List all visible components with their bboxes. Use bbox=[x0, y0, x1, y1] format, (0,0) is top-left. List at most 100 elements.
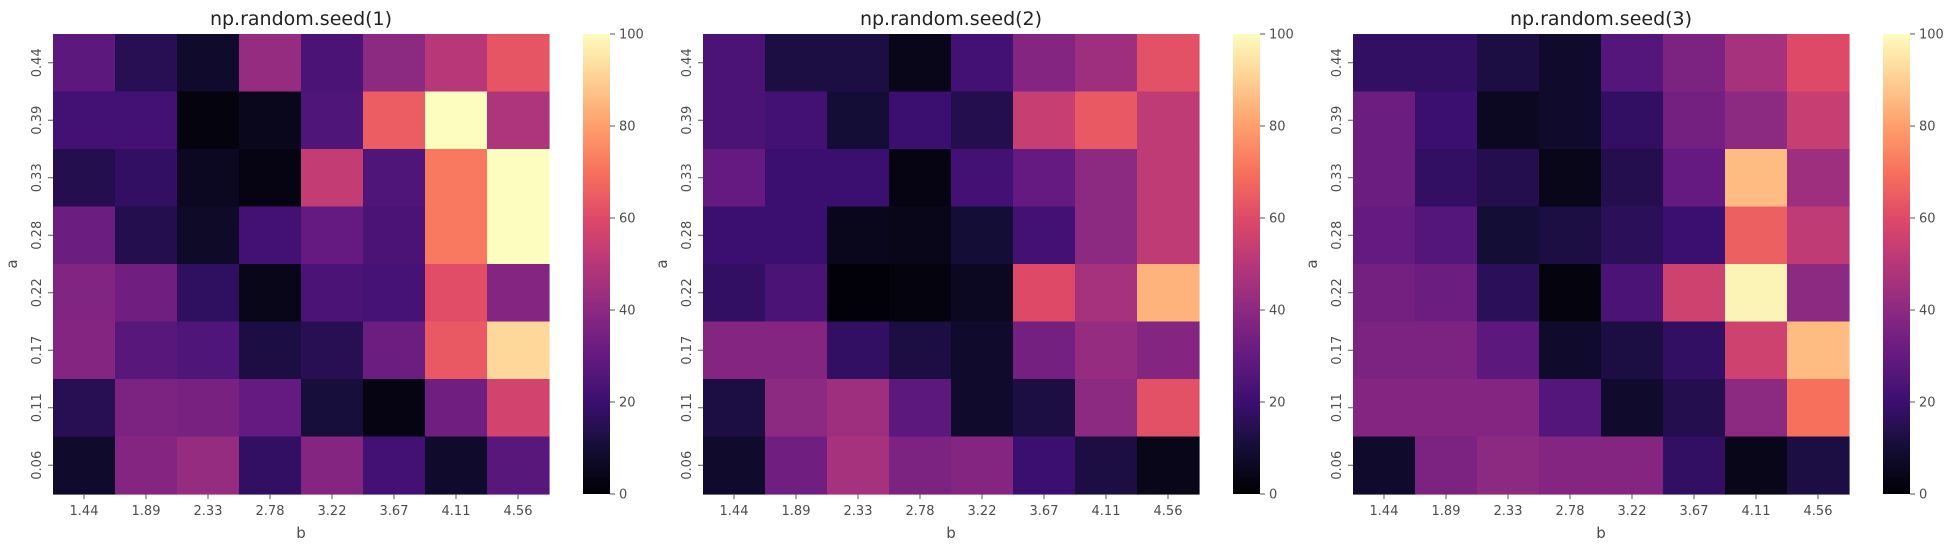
heatmap-cell-p3-r4-c8 bbox=[1787, 206, 1850, 265]
y-tick-label: 0.22 bbox=[30, 278, 45, 307]
y-tick-label: 0.39 bbox=[30, 106, 45, 135]
heatmap-cell-p3-r8-c7 bbox=[1725, 436, 1788, 495]
heatmap-cell-p1-r7-c3 bbox=[177, 379, 240, 438]
heatmap-cell-p3-r4-c2 bbox=[1415, 206, 1478, 265]
x-tick-label: 1.89 bbox=[1432, 504, 1461, 519]
heatmap-cell-p3-r2-c2 bbox=[1415, 91, 1478, 150]
heatmap-cell-p1-r7-c7 bbox=[425, 379, 488, 438]
x-tick-label: 4.11 bbox=[442, 504, 471, 519]
heatmap-cell-p2-r7-c8 bbox=[1137, 379, 1200, 438]
heatmap-cell-p3-r3-c8 bbox=[1787, 149, 1850, 208]
heatmap-cell-p1-r7-c1 bbox=[53, 379, 116, 438]
heatmap-cell-p2-r3-c3 bbox=[827, 149, 890, 208]
heatmap-cell-p1-r1-c5 bbox=[301, 34, 364, 93]
y-tick-label: 0.44 bbox=[30, 48, 45, 77]
y-tick-label: 0.22 bbox=[680, 278, 695, 307]
heatmap-cell-p3-r3-c1 bbox=[1353, 149, 1416, 208]
heatmap-cell-p2-r1-c4 bbox=[889, 34, 952, 93]
heatmap-cell-p2-r3-c4 bbox=[889, 149, 952, 208]
x-tick-label: 4.11 bbox=[1742, 504, 1771, 519]
heatmap-cell-p2-r2-c7 bbox=[1075, 91, 1138, 150]
heatmap-cell-p2-r4-c6 bbox=[1013, 206, 1076, 265]
colorbar-tick-label: 60 bbox=[619, 212, 636, 227]
heatmap-cell-p2-r1-c2 bbox=[765, 34, 828, 93]
heatmap-cell-p2-r1-c8 bbox=[1137, 34, 1200, 93]
heatmap-cell-p3-r7-c1 bbox=[1353, 379, 1416, 438]
colorbar-tick-label: 40 bbox=[1919, 304, 1936, 319]
heatmap-cell-p1-r3-c1 bbox=[53, 149, 116, 208]
heatmap-cell-p1-r7-c4 bbox=[239, 379, 302, 438]
heatmap-cell-p1-r2-c3 bbox=[177, 91, 240, 150]
heatmap-cell-p1-r7-c8 bbox=[487, 379, 550, 438]
heatmap-cell-p2-r6-c6 bbox=[1013, 321, 1076, 380]
heatmap-cell-p2-r1-c6 bbox=[1013, 34, 1076, 93]
heatmap-cell-p3-r5-c1 bbox=[1353, 264, 1416, 323]
x-tick-label: 1.44 bbox=[70, 504, 99, 519]
heatmap-cell-p3-r6-c7 bbox=[1725, 321, 1788, 380]
heatmap-cell-p1-r3-c4 bbox=[239, 149, 302, 208]
x-tick-label: 2.33 bbox=[194, 504, 223, 519]
y-tick-label: 0.11 bbox=[680, 393, 695, 422]
heatmap-cell-p3-r4-c1 bbox=[1353, 206, 1416, 265]
heatmap-cell-p3-r2-c4 bbox=[1539, 91, 1602, 150]
heatmap-cell-p1-r3-c5 bbox=[301, 149, 364, 208]
heatmap-cell-p3-r6-c8 bbox=[1787, 321, 1850, 380]
heatmap-cell-p2-r3-c2 bbox=[765, 149, 828, 208]
colorbar-tick-label: 80 bbox=[1919, 120, 1936, 135]
heatmap-cell-p2-r4-c7 bbox=[1075, 206, 1138, 265]
y-tick-label: 0.44 bbox=[1330, 48, 1345, 77]
heatmap-cell-p1-r1-c8 bbox=[487, 34, 550, 93]
heatmap-cell-p1-r4-c2 bbox=[115, 206, 178, 265]
x-tick-label: 3.22 bbox=[1618, 504, 1647, 519]
heatmap-cell-p2-r8-c5 bbox=[951, 436, 1014, 495]
heatmap-cell-p2-r2-c4 bbox=[889, 91, 952, 150]
y-tick-label: 0.11 bbox=[1330, 393, 1345, 422]
heatmap-cell-p1-r3-c6 bbox=[363, 149, 426, 208]
heatmap-cell-p1-r5-c3 bbox=[177, 264, 240, 323]
y-tick-label: 0.11 bbox=[30, 393, 45, 422]
heatmap-cell-p2-r7-c2 bbox=[765, 379, 828, 438]
y-tick-label: 0.17 bbox=[680, 336, 695, 365]
heatmap-cell-p3-r7-c7 bbox=[1725, 379, 1788, 438]
heatmap-cell-p1-r5-c5 bbox=[301, 264, 364, 323]
heatmap-cell-p2-r5-c5 bbox=[951, 264, 1014, 323]
colorbar-tick-label: 100 bbox=[1269, 28, 1294, 43]
heatmap-cell-p2-r2-c5 bbox=[951, 91, 1014, 150]
heatmap-cell-p3-r7-c5 bbox=[1601, 379, 1664, 438]
colorbar-tick-label: 0 bbox=[1269, 488, 1277, 503]
colorbar-tick-label: 20 bbox=[1919, 396, 1936, 411]
heatmap-cell-p1-r4-c3 bbox=[177, 206, 240, 265]
x-tick-label: 2.78 bbox=[1556, 504, 1585, 519]
heatmap-cell-p1-r2-c1 bbox=[53, 91, 116, 150]
colorbar bbox=[583, 34, 610, 494]
heatmap-cell-p1-r4-c7 bbox=[425, 206, 488, 265]
heatmap-cell-p3-r6-c6 bbox=[1663, 321, 1726, 380]
colorbar-tick-label: 60 bbox=[1269, 212, 1286, 227]
y-axis-label: a bbox=[3, 259, 21, 268]
colorbar-tick-label: 60 bbox=[1919, 212, 1936, 227]
heatmap-cell-p2-r7-c3 bbox=[827, 379, 890, 438]
heatmap-cell-p1-r6-c8 bbox=[487, 321, 550, 380]
y-tick-label: 0.39 bbox=[680, 106, 695, 135]
heatmap-cell-p2-r3-c7 bbox=[1075, 149, 1138, 208]
heatmap-cell-p2-r1-c3 bbox=[827, 34, 890, 93]
x-tick-label: 3.22 bbox=[968, 504, 997, 519]
heatmap-cell-p2-r5-c1 bbox=[703, 264, 766, 323]
x-tick-label: 4.56 bbox=[504, 504, 533, 519]
heatmap-cell-p3-r6-c3 bbox=[1477, 321, 1540, 380]
heatmap-cell-p1-r5-c7 bbox=[425, 264, 488, 323]
y-axis-label: a bbox=[1303, 259, 1321, 268]
heatmap-cell-p1-r1-c1 bbox=[53, 34, 116, 93]
y-tick-label: 0.28 bbox=[30, 221, 45, 250]
heatmap-cell-p3-r2-c8 bbox=[1787, 91, 1850, 150]
heatmap-cell-p1-r3-c8 bbox=[487, 149, 550, 208]
heatmap-cell-p3-r8-c2 bbox=[1415, 436, 1478, 495]
heatmap-cell-p3-r8-c3 bbox=[1477, 436, 1540, 495]
colorbar bbox=[1883, 34, 1910, 494]
heatmap-cell-p2-r5-c4 bbox=[889, 264, 952, 323]
y-tick-label: 0.22 bbox=[1330, 278, 1345, 307]
heatmap-cell-p2-r1-c7 bbox=[1075, 34, 1138, 93]
x-tick-label: 3.22 bbox=[318, 504, 347, 519]
heatmap-cell-p1-r6-c7 bbox=[425, 321, 488, 380]
